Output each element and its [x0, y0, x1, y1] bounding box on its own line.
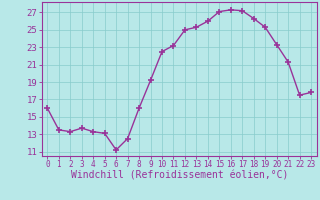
- X-axis label: Windchill (Refroidissement éolien,°C): Windchill (Refroidissement éolien,°C): [70, 171, 288, 181]
